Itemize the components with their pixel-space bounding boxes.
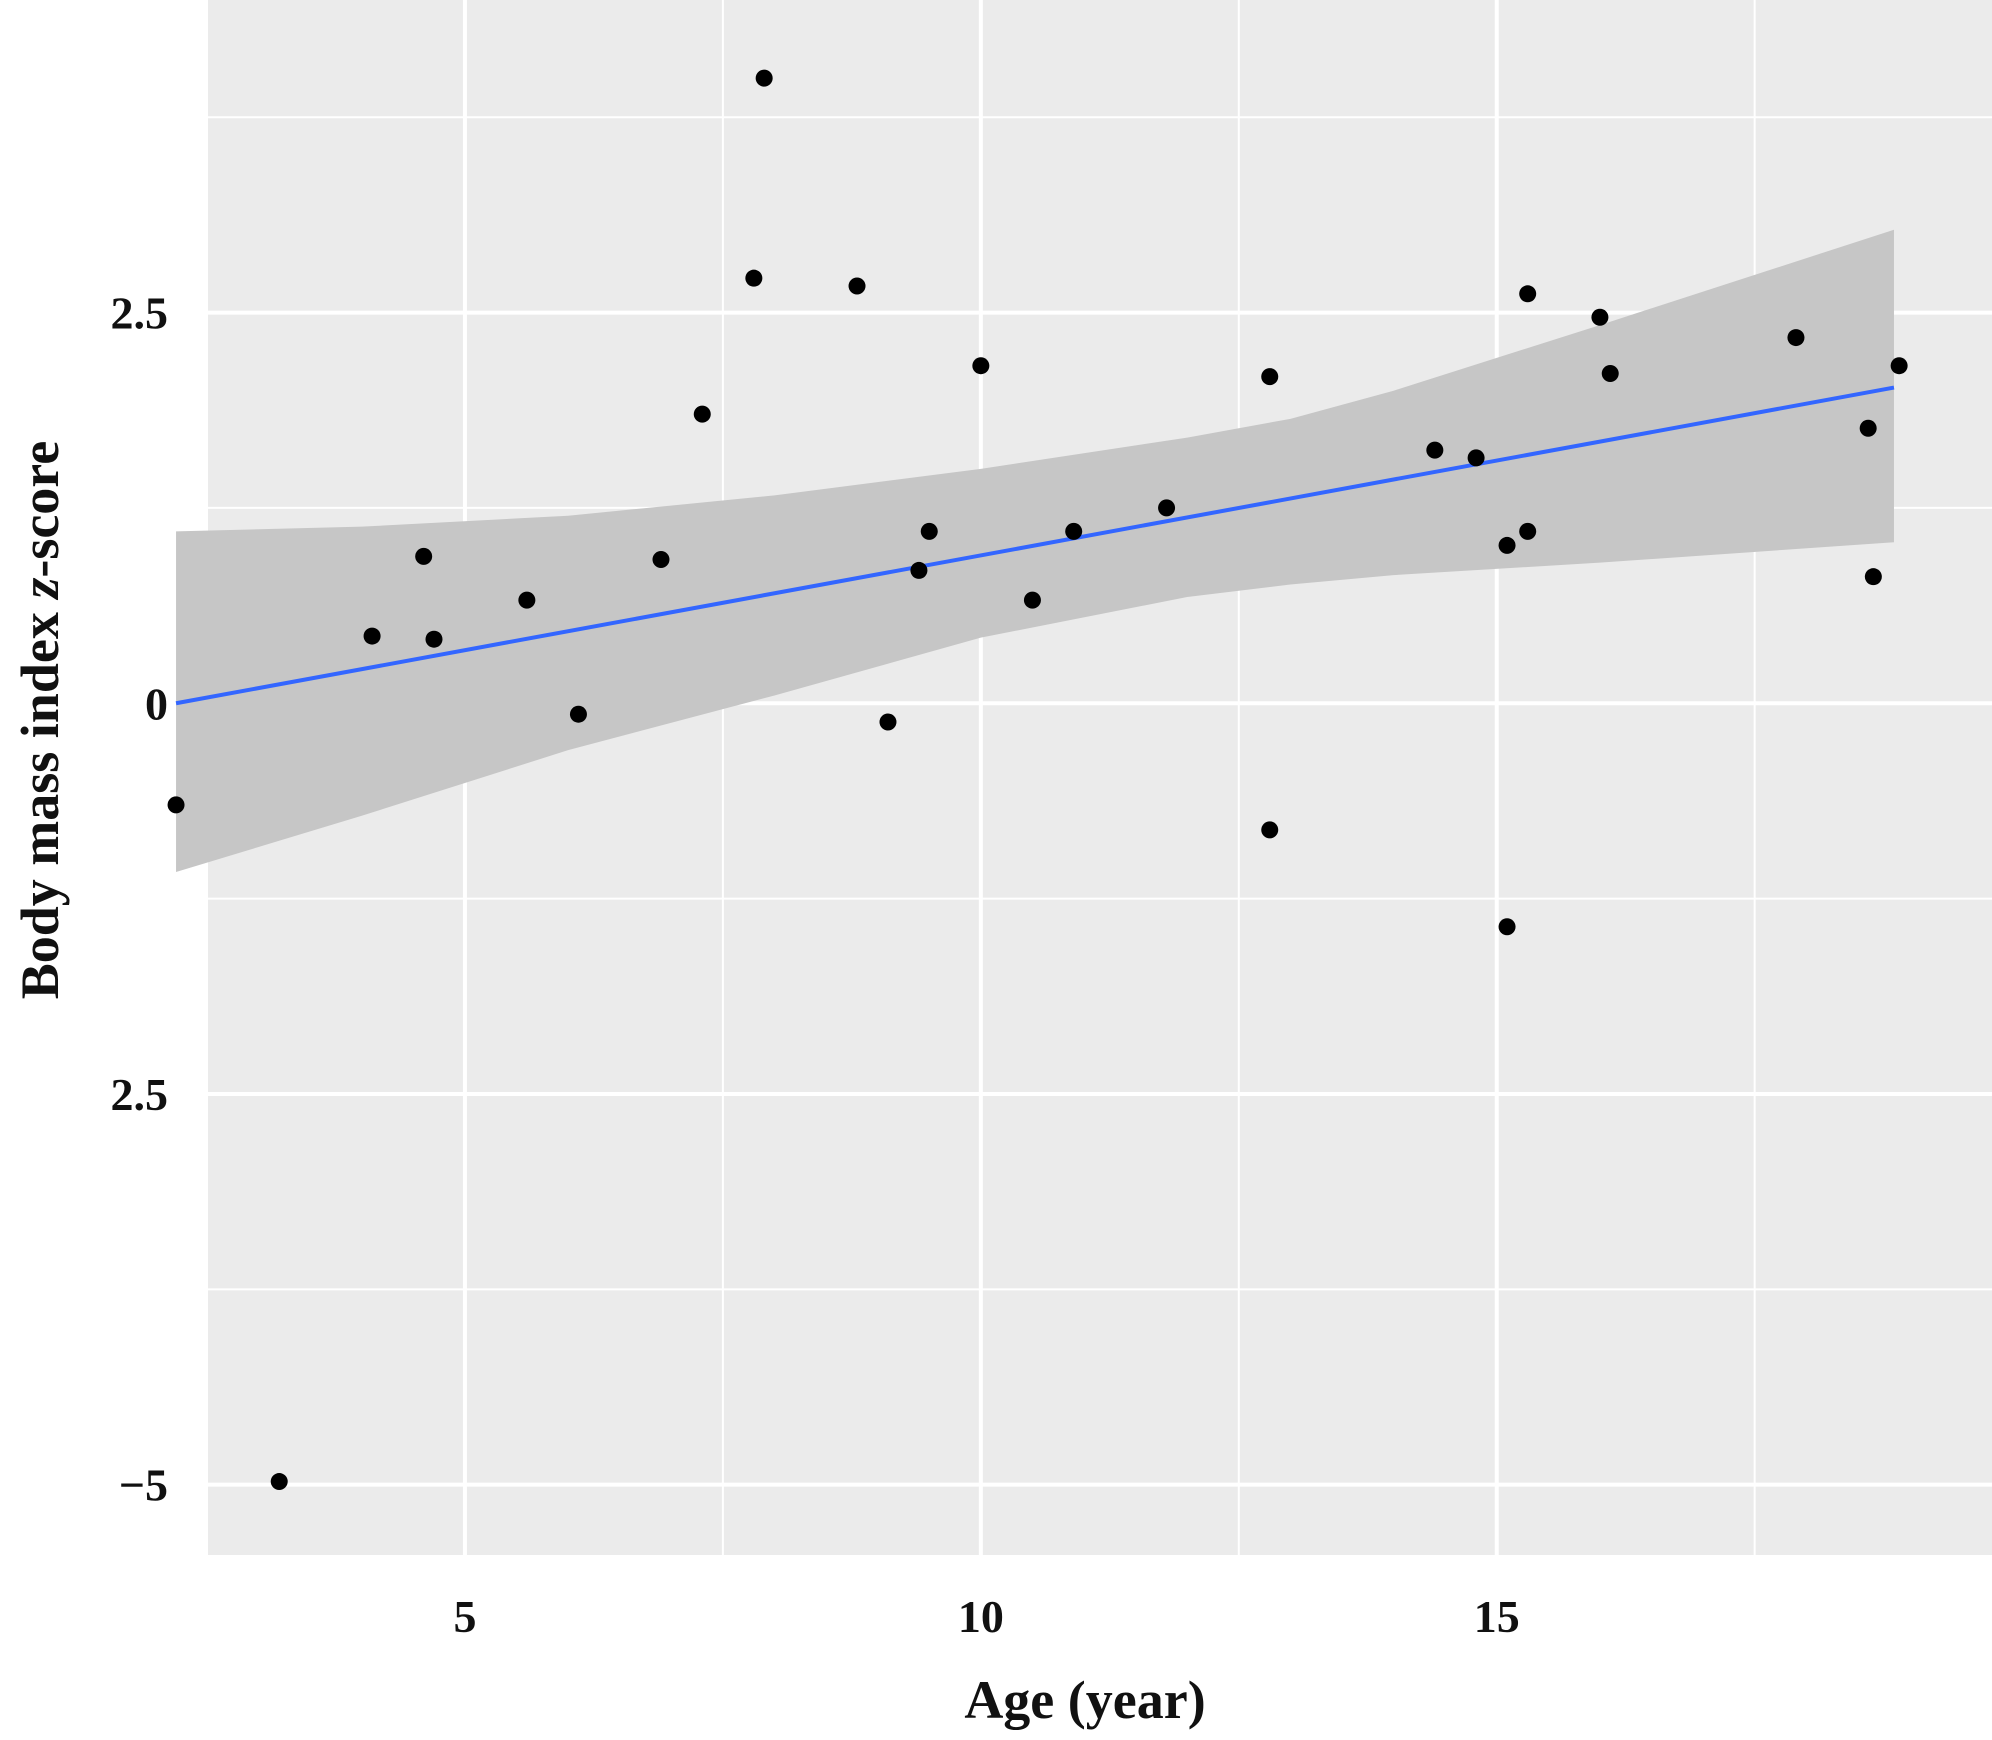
y-axis-title: Body mass index z-score (10, 441, 70, 1000)
y-tick-label: 0 (145, 678, 168, 729)
y-tick-label: −5 (119, 1460, 168, 1511)
data-point (425, 630, 443, 648)
data-point (1498, 918, 1516, 936)
data-point (1591, 308, 1609, 326)
y-tick-label: 2.5 (111, 1069, 169, 1120)
y-axis-tick-labels: 2.5 0 2.5 −5 (111, 288, 169, 1511)
confidence-band (176, 229, 1894, 873)
data-point (1261, 368, 1279, 386)
y-tick-label: 2.5 (111, 288, 169, 339)
trend-line (175, 385, 1895, 706)
data-point (920, 522, 938, 540)
y-axis-title-main: Body mass index (10, 612, 70, 999)
data-point (972, 357, 990, 375)
data-point (1890, 357, 1908, 375)
x-tick-label: 10 (958, 1591, 1004, 1642)
x-axis-title: Age (year) (964, 1670, 1205, 1730)
data-point (415, 547, 433, 565)
data-point (848, 277, 866, 295)
data-point (745, 269, 763, 287)
data-point (1519, 522, 1537, 540)
data-point (1261, 821, 1279, 839)
data-point (1023, 591, 1041, 609)
data-point (1787, 329, 1805, 347)
data-point (1467, 449, 1485, 467)
data-point (652, 550, 670, 568)
y-axis-title-suffix: -score (10, 441, 70, 578)
data-points (167, 69, 1908, 1491)
x-tick-label: 15 (1474, 1591, 1520, 1642)
data-point (1859, 419, 1877, 437)
data-point (363, 627, 381, 645)
data-point (270, 1473, 288, 1491)
data-point (1158, 499, 1176, 517)
data-point (167, 796, 185, 814)
data-point (1426, 441, 1444, 459)
y-axis-title-italic: z (10, 578, 70, 601)
data-point (569, 705, 587, 723)
x-axis-tick-labels: 5 10 15 (453, 1591, 1519, 1642)
data-point (879, 713, 897, 731)
data-point (910, 561, 928, 579)
data-point (693, 405, 711, 423)
data-point (1519, 285, 1537, 303)
x-tick-label: 5 (453, 1591, 476, 1642)
data-point (1864, 568, 1882, 586)
plot-panel (207, 0, 1992, 1555)
data-point (1498, 536, 1516, 554)
data-point (1065, 522, 1083, 540)
data-point (1601, 365, 1619, 383)
data-point (755, 69, 773, 87)
data-point (518, 591, 536, 609)
